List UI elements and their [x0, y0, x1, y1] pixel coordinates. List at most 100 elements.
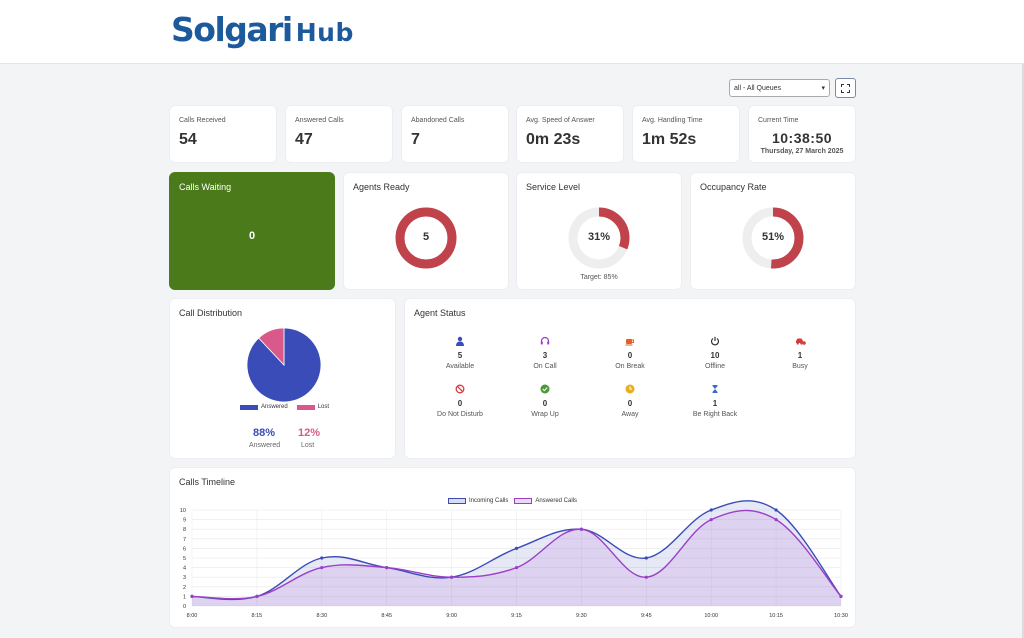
pie-slice-lost[interactable]: [258, 327, 285, 367]
agent-status-count: 10: [710, 351, 720, 360]
agents-ready-value: 5: [422, 231, 430, 243]
agent-status-be-right-back[interactable]: 1 Be Right Back: [675, 384, 755, 418]
agent-status-label: Be Right Back: [692, 411, 738, 418]
donut-arc: [568, 207, 630, 269]
y-tick-label: 9: [183, 518, 186, 524]
agent-status-count: 0: [627, 399, 633, 408]
legend-label-incoming: Incoming Calls: [468, 498, 509, 504]
agent-status-count: 1: [797, 351, 803, 360]
lost-percentage-label: Lost: [301, 442, 315, 449]
kpi-value: 47: [295, 131, 313, 148]
ban-icon: [455, 384, 465, 394]
x-tick-label: 9:30: [576, 613, 587, 619]
data-point: [514, 566, 519, 570]
x-tick-label: 9:00: [446, 613, 457, 619]
kpi-calls-received: Calls Received 54: [169, 105, 277, 163]
y-tick-label: 4: [183, 566, 186, 572]
agent-status-count: 3: [542, 351, 548, 360]
calls-waiting-value: 0: [248, 230, 256, 242]
data-point: [450, 575, 454, 579]
data-point: [320, 566, 324, 570]
agent-status-label: On Break: [615, 363, 645, 370]
call-distribution-pie: [246, 327, 322, 403]
calls-waiting-card: Calls Waiting 0: [169, 172, 335, 290]
data-point: [774, 518, 778, 522]
agent-status-count: 1: [712, 399, 718, 408]
service-level-target: Target: 85%: [580, 274, 618, 281]
y-tick-label: 10: [180, 508, 186, 514]
top-bar: Solgari Hub: [0, 0, 1024, 64]
agent-status-on-break[interactable]: 0 On Break: [590, 336, 670, 370]
busy-car-icon: [795, 338, 806, 345]
occupancy-rate-title: Occupancy Rate: [700, 182, 767, 192]
agent-status-label: Away: [621, 411, 639, 418]
agents-ready-card: Agents Ready 5: [343, 172, 509, 290]
series-area-1: [192, 510, 841, 606]
agent-status-label: Do Not Disturb: [437, 411, 483, 418]
x-tick-label: 8:30: [316, 613, 327, 619]
answered-percentage: 88%: [253, 427, 276, 439]
user-icon: [456, 336, 464, 346]
series-line-1: [191, 509, 842, 600]
agent-status-title: Agent Status: [414, 308, 466, 318]
data-point: [644, 556, 648, 560]
logo-text-primary: Solgari: [171, 10, 293, 49]
coffee-icon: [625, 339, 634, 346]
x-tick-label: 8:00: [187, 613, 198, 619]
fullscreen-button[interactable]: [835, 78, 856, 98]
legend-label-answered: Answered Calls: [535, 498, 578, 504]
data-point: [190, 594, 194, 598]
queue-select[interactable]: all - All Queues ▾: [729, 79, 830, 97]
agent-status-offline[interactable]: 10 Offline: [675, 336, 755, 370]
clock-circle-icon: [625, 384, 635, 394]
data-point: [320, 556, 324, 560]
data-point: [514, 546, 519, 550]
agent-status-on-call[interactable]: 3 On Call: [505, 336, 585, 370]
legend-item-incoming[interactable]: Incoming Calls: [447, 498, 509, 504]
agent-status-label: Available: [445, 363, 475, 370]
service-level-title: Service Level: [526, 182, 581, 192]
agent-status-count: 0: [457, 399, 463, 408]
x-tick-label: 9:45: [641, 613, 652, 619]
x-tick-label: 10:00: [704, 613, 718, 619]
agent-status-busy[interactable]: 1 Busy: [760, 336, 840, 370]
current-time-label: Current Time: [758, 117, 799, 124]
data-point: [579, 527, 583, 531]
service-level-donut: [568, 207, 630, 269]
kpi-label: Answered Calls: [295, 117, 344, 124]
check-circle-icon: [540, 384, 550, 394]
legend-item-answered[interactable]: Answered Calls: [514, 498, 577, 504]
y-tick-label: 6: [183, 546, 186, 552]
data-point: [385, 566, 389, 570]
legend-swatch-answered: [240, 404, 258, 410]
agent-status-do-not-disturb[interactable]: 0 Do Not Disturb: [420, 384, 500, 418]
agent-status-label: Busy: [792, 363, 808, 370]
y-tick-label: 3: [183, 575, 186, 581]
agent-status-label: Offline: [704, 363, 726, 370]
agent-status-wrap-up[interactable]: 0 Wrap Up: [505, 384, 585, 418]
data-point: [255, 594, 259, 598]
x-tick-label: 8:15: [252, 613, 263, 619]
series-line-0: [191, 500, 842, 601]
agent-status-label: Wrap Up: [531, 411, 559, 418]
chevron-down-icon: ▾: [821, 85, 825, 92]
current-date: Thursday, 27 March 2025: [760, 148, 844, 155]
power-icon: [710, 336, 720, 346]
kpi-value: 54: [179, 131, 197, 148]
occupancy-rate-card: Occupancy Rate 51%: [690, 172, 856, 290]
x-tick-label: 9:15: [511, 613, 522, 619]
pie-legend: Answered Lost: [240, 404, 329, 410]
agent-status-away[interactable]: 0 Away: [590, 384, 670, 418]
headset-icon: [540, 336, 550, 345]
scrollbar-track[interactable]: [1022, 64, 1024, 638]
agent-status-available[interactable]: 5 Available: [420, 336, 500, 370]
calls-timeline-title: Calls Timeline: [179, 477, 236, 487]
y-tick-label: 7: [183, 537, 186, 543]
donut-arc: [395, 207, 457, 269]
service-level-card: Service Level 31% Target: 85%: [516, 172, 682, 290]
answered-percentage-label: Answered: [249, 442, 281, 449]
data-point: [709, 508, 713, 512]
legend-label-lost: Lost: [317, 404, 330, 410]
solgari-hub-logo[interactable]: Solgari Hub: [171, 10, 354, 49]
data-point: [839, 594, 843, 598]
